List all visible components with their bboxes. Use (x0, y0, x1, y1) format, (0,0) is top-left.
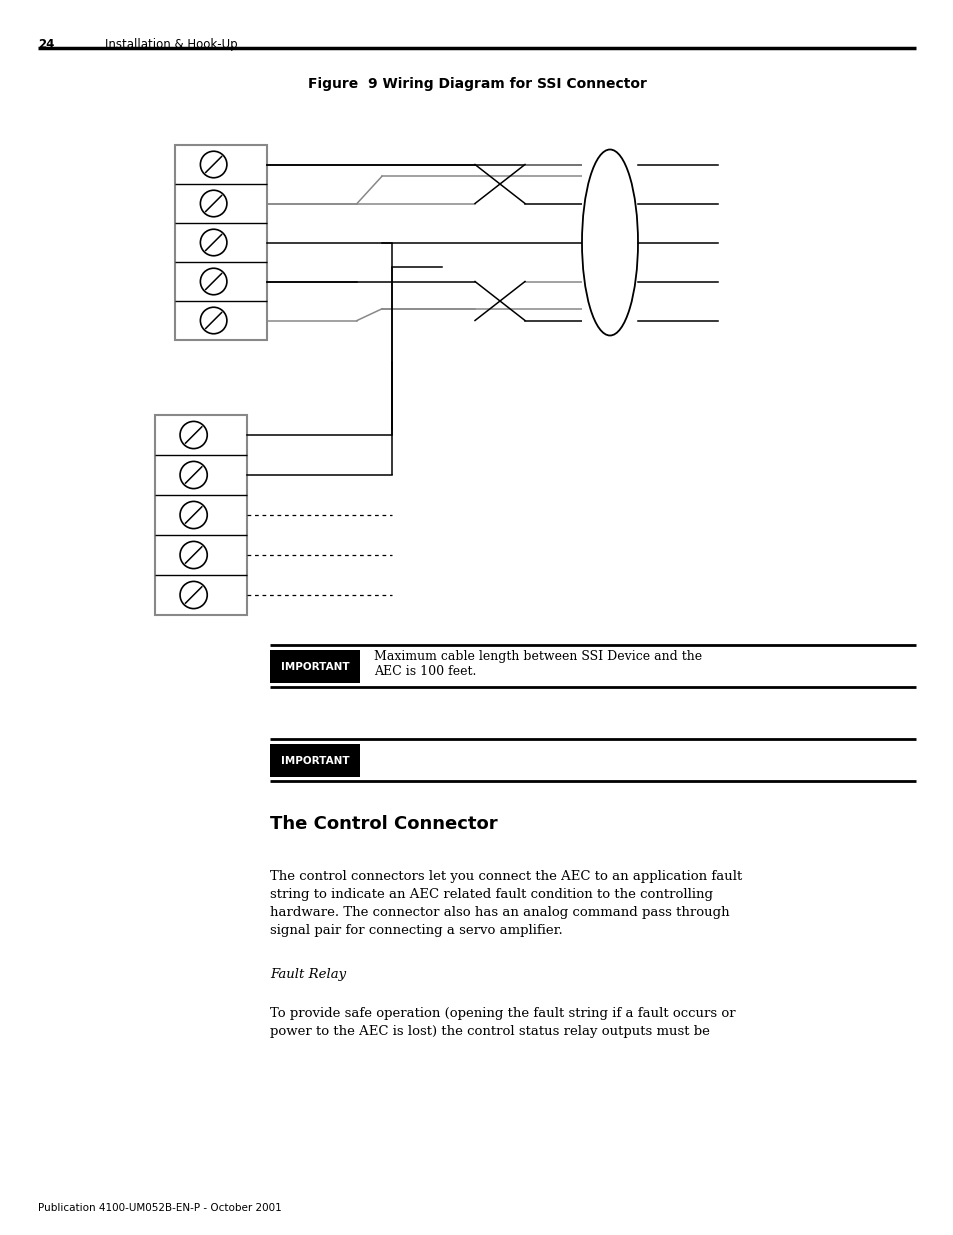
Text: Maximum cable length between SSI Device and the
AEC is 100 feet.: Maximum cable length between SSI Device … (374, 650, 701, 678)
Text: To provide safe operation (opening the fault string if a fault occurs or
power t: To provide safe operation (opening the f… (270, 1007, 735, 1037)
Bar (270, 650, 359, 683)
Text: The Control Connector: The Control Connector (270, 815, 497, 832)
Circle shape (200, 151, 227, 178)
Circle shape (200, 230, 227, 256)
Text: Publication 4100-UM052B-EN-P - October 2001: Publication 4100-UM052B-EN-P - October 2… (38, 1203, 281, 1213)
Circle shape (200, 308, 227, 333)
Circle shape (180, 582, 207, 609)
Circle shape (180, 462, 207, 489)
Text: Figure  9 Wiring Diagram for SSI Connector: Figure 9 Wiring Diagram for SSI Connecto… (307, 77, 646, 91)
Bar (581, 149, 638, 336)
Text: Fault Relay: Fault Relay (270, 968, 346, 981)
Circle shape (200, 190, 227, 217)
Bar (174, 144, 267, 340)
Text: IMPORTANT: IMPORTANT (280, 662, 349, 672)
Text: 24: 24 (38, 38, 54, 51)
Text: IMPORTANT: IMPORTANT (280, 756, 349, 766)
Text: The control connectors let you connect the AEC to an application fault
string to: The control connectors let you connect t… (270, 869, 741, 937)
Text: Installation & Hook-Up: Installation & Hook-Up (105, 38, 237, 51)
Bar (154, 415, 247, 615)
Circle shape (200, 268, 227, 295)
Circle shape (180, 501, 207, 529)
Circle shape (180, 421, 207, 448)
Ellipse shape (581, 149, 638, 336)
Bar (270, 743, 359, 777)
Circle shape (180, 541, 207, 568)
